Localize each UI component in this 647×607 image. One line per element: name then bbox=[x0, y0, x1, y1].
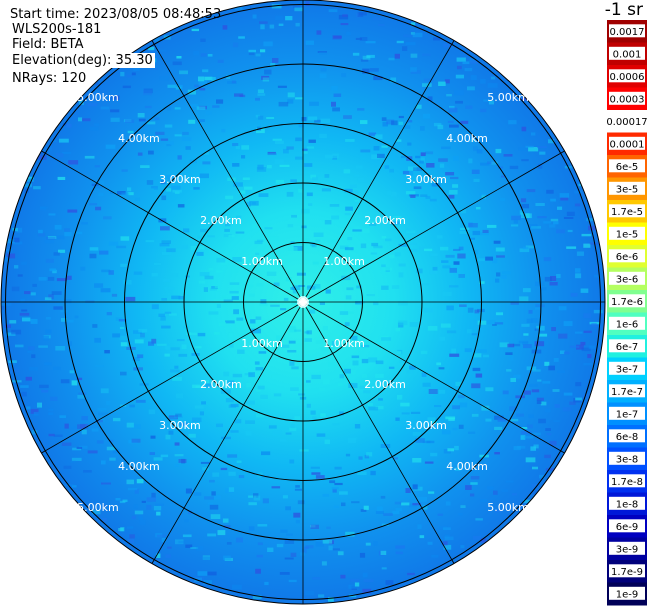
azimuth-spoke bbox=[151, 40, 304, 303]
range-label: 1.00km bbox=[323, 255, 365, 268]
range-label: 2.00km bbox=[200, 214, 242, 227]
azimuth-spoke bbox=[41, 301, 304, 454]
colorbar-tick-label: 1e-7 bbox=[616, 409, 639, 420]
colorbar-tick-label: 0.0003 bbox=[610, 94, 645, 105]
colorbar-tick-label: 0.0006 bbox=[610, 72, 645, 83]
range-label: 3.00km bbox=[405, 173, 447, 186]
colorbar-tick-label: 3e-5 bbox=[616, 184, 639, 195]
colorbar-tick-label: 3e-9 bbox=[616, 544, 639, 555]
colorbar-tick-label: 3e-6 bbox=[616, 274, 639, 285]
azimuth-spoke bbox=[302, 150, 565, 303]
range-label: 5.00km bbox=[487, 91, 529, 104]
range-label: 2.00km bbox=[364, 378, 406, 391]
azimuth-spoke bbox=[302, 301, 565, 454]
colorbar-tick-label: 1.7e-5 bbox=[611, 207, 643, 218]
colorbar-tick-label: 3e-7 bbox=[616, 364, 639, 375]
azimuth-spoke bbox=[151, 301, 304, 564]
range-label: 1.00km bbox=[241, 337, 283, 350]
range-label: 5.00km bbox=[77, 91, 119, 104]
range-label: 3.00km bbox=[159, 419, 201, 432]
colorbar-tick-label: 1.7e-6 bbox=[611, 297, 643, 308]
colorbar-tick-label: 0.0017 bbox=[610, 27, 645, 38]
field-name: Field: BETA bbox=[12, 37, 84, 52]
colorbar-tick-label: 1.7e-9 bbox=[611, 567, 643, 578]
colorbar: 0.0017 0.001 0.0006 0.0003 0.00017 0.0001 6e-5… bbox=[606, 20, 647, 606]
radar-center-marker bbox=[297, 296, 309, 308]
range-label: 3.00km bbox=[405, 419, 447, 432]
colorbar-tick-label: 6e-6 bbox=[616, 252, 639, 263]
range-labels: 1.00km 1.00km 1.00km 1.00km 2.00km 2.00km 2.00… bbox=[77, 91, 529, 514]
azimuth-spoke bbox=[302, 301, 455, 564]
colorbar-tick-label: 0.001 bbox=[613, 49, 642, 60]
nrays-count: NRays: 120 bbox=[12, 71, 87, 86]
range-label: 4.00km bbox=[446, 132, 488, 145]
colorbar-tick-label: 3e-8 bbox=[616, 454, 639, 465]
colorbar-tick-label: 1e-6 bbox=[616, 319, 639, 330]
colorbar-tick-label: 6e-7 bbox=[616, 342, 639, 353]
range-label: 1.00km bbox=[323, 337, 365, 350]
range-label: 4.00km bbox=[118, 460, 160, 473]
colorbar-tick-label: 6e-5 bbox=[616, 162, 639, 173]
colorbar-tick-label: 1.7e-8 bbox=[611, 477, 643, 488]
colorbar-tick-label: 6e-9 bbox=[616, 522, 639, 533]
colorbar-tick-label: 1e-8 bbox=[616, 499, 639, 510]
beta-speckle-noise bbox=[1, 1, 604, 602]
range-label: 2.00km bbox=[364, 214, 406, 227]
instrument-id: WLS200s-181 bbox=[12, 22, 102, 37]
azimuth-spoke bbox=[41, 150, 304, 303]
colorbar-tick-label: 1.7e-7 bbox=[611, 387, 643, 398]
azimuth-spoke bbox=[302, 40, 455, 303]
colorbar-tick-label: 1e-5 bbox=[616, 229, 639, 240]
colorbar-tick-label: 6e-8 bbox=[616, 432, 639, 443]
start-time: Start time: 2023/08/05 08:48:53 bbox=[10, 7, 222, 22]
range-label: 5.00km bbox=[77, 501, 119, 514]
colorbar-tick-label: 0.00017 bbox=[606, 117, 647, 128]
range-label: 4.00km bbox=[446, 460, 488, 473]
range-label: 5.00km bbox=[487, 501, 529, 514]
elevation-angle: Elevation(deg): 35.30 bbox=[10, 53, 155, 68]
colorbar-unit-label: -1 sr bbox=[604, 0, 643, 20]
range-label: 3.00km bbox=[159, 173, 201, 186]
range-label: 4.00km bbox=[118, 132, 160, 145]
colorbar-tick-label: 0.0001 bbox=[610, 139, 645, 150]
azimuth-spokes bbox=[1, 0, 605, 604]
colorbar-tick-label: 1e-9 bbox=[616, 589, 639, 600]
range-label: 1.00km bbox=[241, 255, 283, 268]
range-label: 2.00km bbox=[200, 378, 242, 391]
